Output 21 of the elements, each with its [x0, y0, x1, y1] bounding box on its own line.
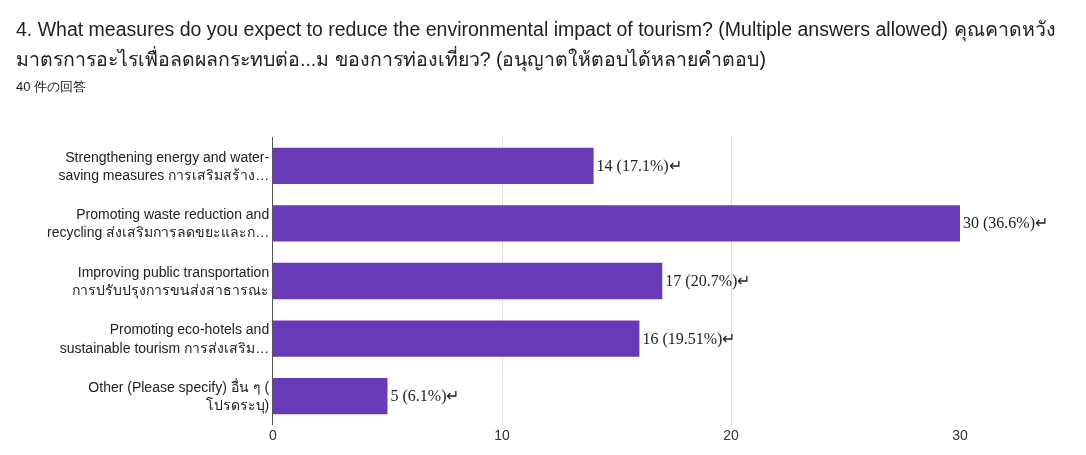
y-tick-label: Promoting eco-hotels and sustainable tourism การส่งเสริม…: [59, 321, 270, 356]
x-tick-label: 20: [723, 427, 739, 443]
text: 40 件の回答: [16, 78, 87, 96]
x-tick-label: 30: [952, 427, 968, 443]
chart-title: 4. What measures do you expect to reduce the environmental impact of tourism? (Multiple answers allowed) คุณคาดหวังมาตรการอะไรเพื่อลดผลกระทบต่อ...ม ของการท่องเที่ยว? (อนุญาตให้ตอบได้หลายคำตอบ): [16, 17, 1057, 74]
data-label: 30 (36.6%)↵: [963, 214, 1048, 233]
bar: [273, 262, 663, 300]
data-label: 14 (17.1%)↵: [596, 156, 682, 175]
bar: [273, 147, 594, 184]
x-tick-label: 10: [494, 427, 510, 443]
y-tick-label: Strengthening energy and water-saving measures การเสริมสร้าง…: [58, 148, 270, 183]
x-tick-label: 0: [269, 427, 278, 443]
y-tick-label: Promoting waste reduction and recycling ส่งเสริมการลดขยะและก…: [47, 206, 270, 241]
bar: [273, 205, 960, 242]
data-label: 5 (6.1%)↵: [390, 387, 460, 406]
bar: [273, 320, 640, 357]
data-label: 16 (19.51%)↵: [642, 329, 736, 348]
y-tick-label: Improving public transportation การปรับปรุงการขนส่งสาธารณะ: [72, 263, 270, 299]
data-label: 17 (20.7%)↵: [665, 272, 751, 290]
bar: [273, 378, 388, 415]
y-tick-label: Other (Please specify) อื่น ๆ (โปรดระบุ): [88, 378, 270, 415]
